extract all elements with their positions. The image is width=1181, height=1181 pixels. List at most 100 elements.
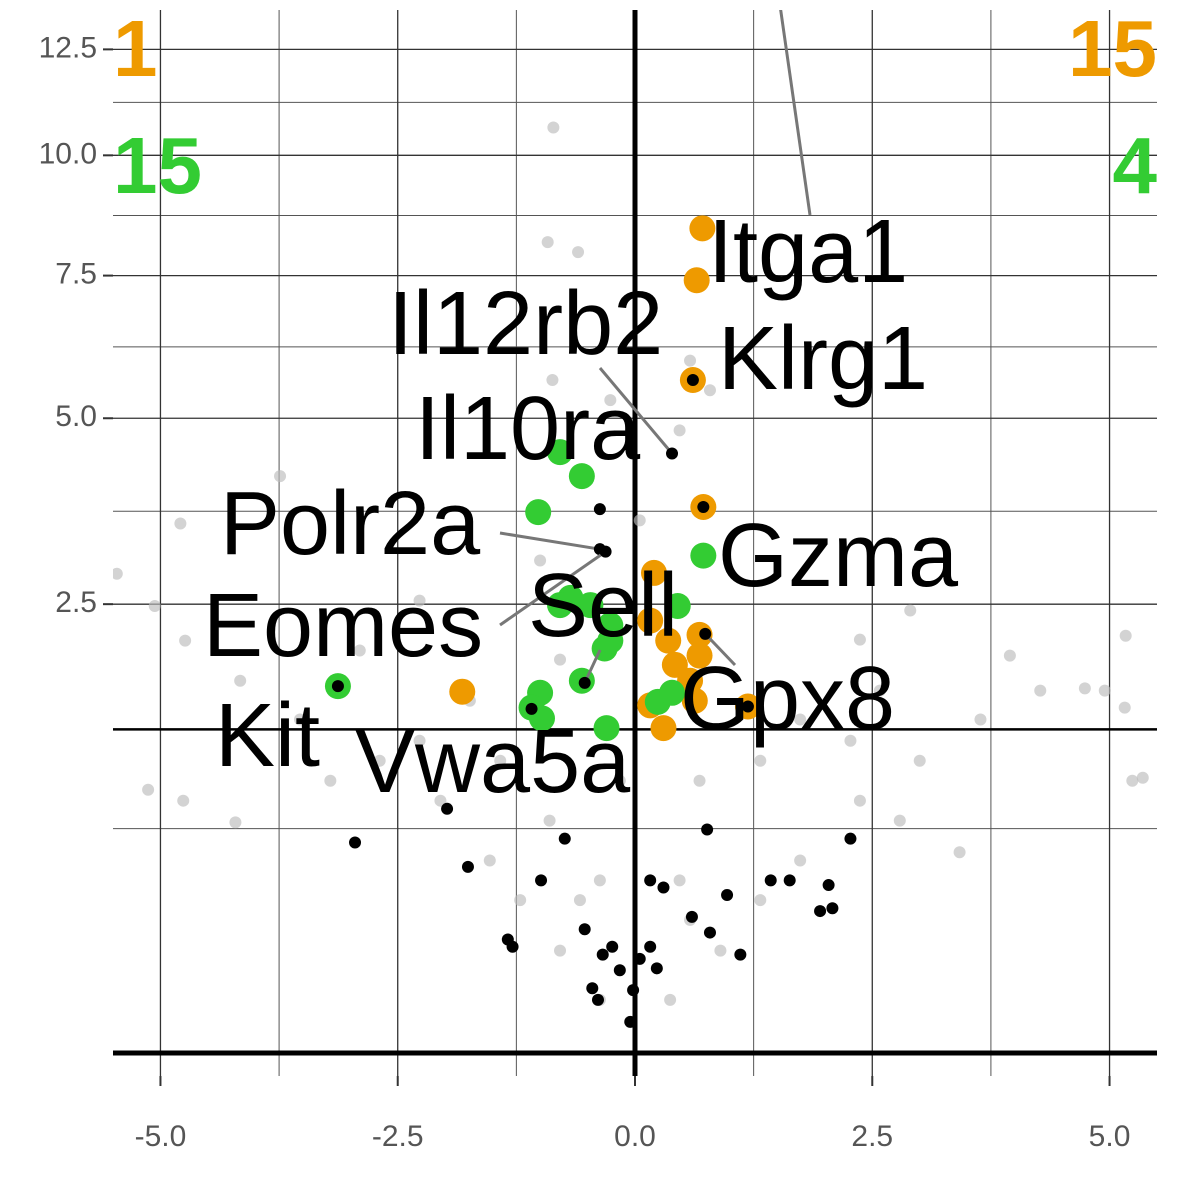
point bbox=[613, 964, 626, 977]
point bbox=[644, 940, 657, 953]
point bbox=[873, 684, 886, 697]
point bbox=[681, 687, 708, 714]
point bbox=[734, 948, 747, 961]
point bbox=[148, 599, 161, 612]
gene-point bbox=[697, 500, 710, 513]
corner-count: 15 bbox=[113, 121, 202, 210]
point bbox=[434, 794, 447, 807]
point bbox=[913, 754, 926, 767]
point bbox=[483, 854, 496, 867]
point bbox=[373, 754, 386, 767]
gene-label: Il10ra bbox=[415, 379, 641, 479]
point bbox=[693, 774, 706, 787]
point bbox=[685, 910, 698, 923]
point bbox=[764, 874, 777, 887]
point bbox=[506, 940, 519, 953]
leader-line bbox=[598, 367, 674, 455]
point bbox=[547, 439, 574, 466]
point bbox=[494, 754, 507, 767]
gene-label: Sell bbox=[528, 556, 678, 656]
point bbox=[640, 559, 667, 586]
point bbox=[413, 594, 426, 607]
gene-point bbox=[331, 680, 344, 693]
y-tick-label: 7.5 bbox=[55, 258, 97, 291]
point bbox=[234, 674, 247, 687]
corner-count: 15 bbox=[1068, 4, 1157, 93]
point bbox=[546, 374, 559, 387]
point bbox=[1126, 774, 1139, 787]
point bbox=[701, 823, 714, 836]
gene-label: Klrg1 bbox=[718, 309, 928, 409]
point bbox=[572, 246, 585, 259]
point bbox=[627, 984, 640, 997]
point bbox=[686, 642, 713, 669]
point bbox=[554, 944, 567, 957]
point bbox=[721, 888, 734, 901]
point bbox=[547, 121, 560, 134]
corner-count: 4 bbox=[1113, 121, 1158, 210]
point bbox=[179, 634, 192, 647]
point bbox=[449, 678, 476, 705]
point bbox=[578, 923, 591, 936]
point bbox=[597, 627, 624, 654]
point bbox=[1118, 701, 1131, 714]
leader-line bbox=[704, 632, 737, 667]
y-tick-label: 12.5 bbox=[39, 31, 97, 64]
point bbox=[655, 627, 682, 654]
point bbox=[1003, 649, 1016, 662]
point bbox=[177, 794, 190, 807]
point bbox=[633, 952, 646, 965]
point bbox=[534, 554, 547, 567]
point bbox=[633, 514, 646, 527]
point bbox=[593, 874, 606, 887]
point bbox=[349, 836, 362, 849]
point bbox=[624, 1015, 637, 1028]
point bbox=[543, 814, 556, 827]
point bbox=[441, 802, 454, 815]
y-tick-label: 5.0 bbox=[55, 400, 97, 433]
point bbox=[826, 902, 839, 915]
point bbox=[1136, 771, 1149, 784]
point bbox=[229, 816, 242, 829]
y-tick-label: 2.5 bbox=[55, 586, 97, 619]
point bbox=[703, 384, 716, 397]
gene-point bbox=[578, 676, 591, 689]
x-tick-label: -5.0 bbox=[135, 1120, 187, 1153]
point bbox=[293, 713, 306, 726]
point bbox=[703, 926, 716, 939]
gene-label: Vwa5a bbox=[355, 712, 631, 812]
gene-label: Kit bbox=[215, 686, 320, 786]
x-tick-label: -2.5 bbox=[372, 1120, 424, 1153]
gene-label: Polr2a bbox=[220, 474, 481, 574]
point bbox=[558, 832, 571, 845]
corner-count: 1 bbox=[113, 4, 158, 93]
point bbox=[1119, 629, 1132, 642]
point bbox=[783, 874, 796, 887]
point bbox=[554, 653, 567, 666]
gene-point bbox=[593, 503, 606, 516]
point bbox=[953, 846, 966, 859]
point bbox=[573, 894, 586, 907]
point bbox=[754, 894, 767, 907]
point bbox=[689, 215, 716, 242]
point bbox=[142, 783, 155, 796]
point bbox=[1034, 684, 1047, 697]
point bbox=[461, 860, 474, 873]
point bbox=[974, 713, 987, 726]
point bbox=[822, 879, 835, 892]
point bbox=[535, 874, 548, 887]
x-tick-label: 2.5 bbox=[851, 1120, 893, 1153]
point bbox=[683, 267, 710, 294]
gene-label: Il12rb2 bbox=[388, 274, 663, 374]
point bbox=[1078, 682, 1091, 695]
point bbox=[853, 794, 866, 807]
point bbox=[591, 993, 604, 1006]
point bbox=[547, 592, 574, 619]
point bbox=[741, 700, 754, 713]
leader-line bbox=[499, 531, 601, 551]
y-tick-label: 10.0 bbox=[39, 137, 97, 170]
point bbox=[690, 542, 717, 569]
point bbox=[714, 944, 727, 957]
point bbox=[664, 993, 677, 1006]
